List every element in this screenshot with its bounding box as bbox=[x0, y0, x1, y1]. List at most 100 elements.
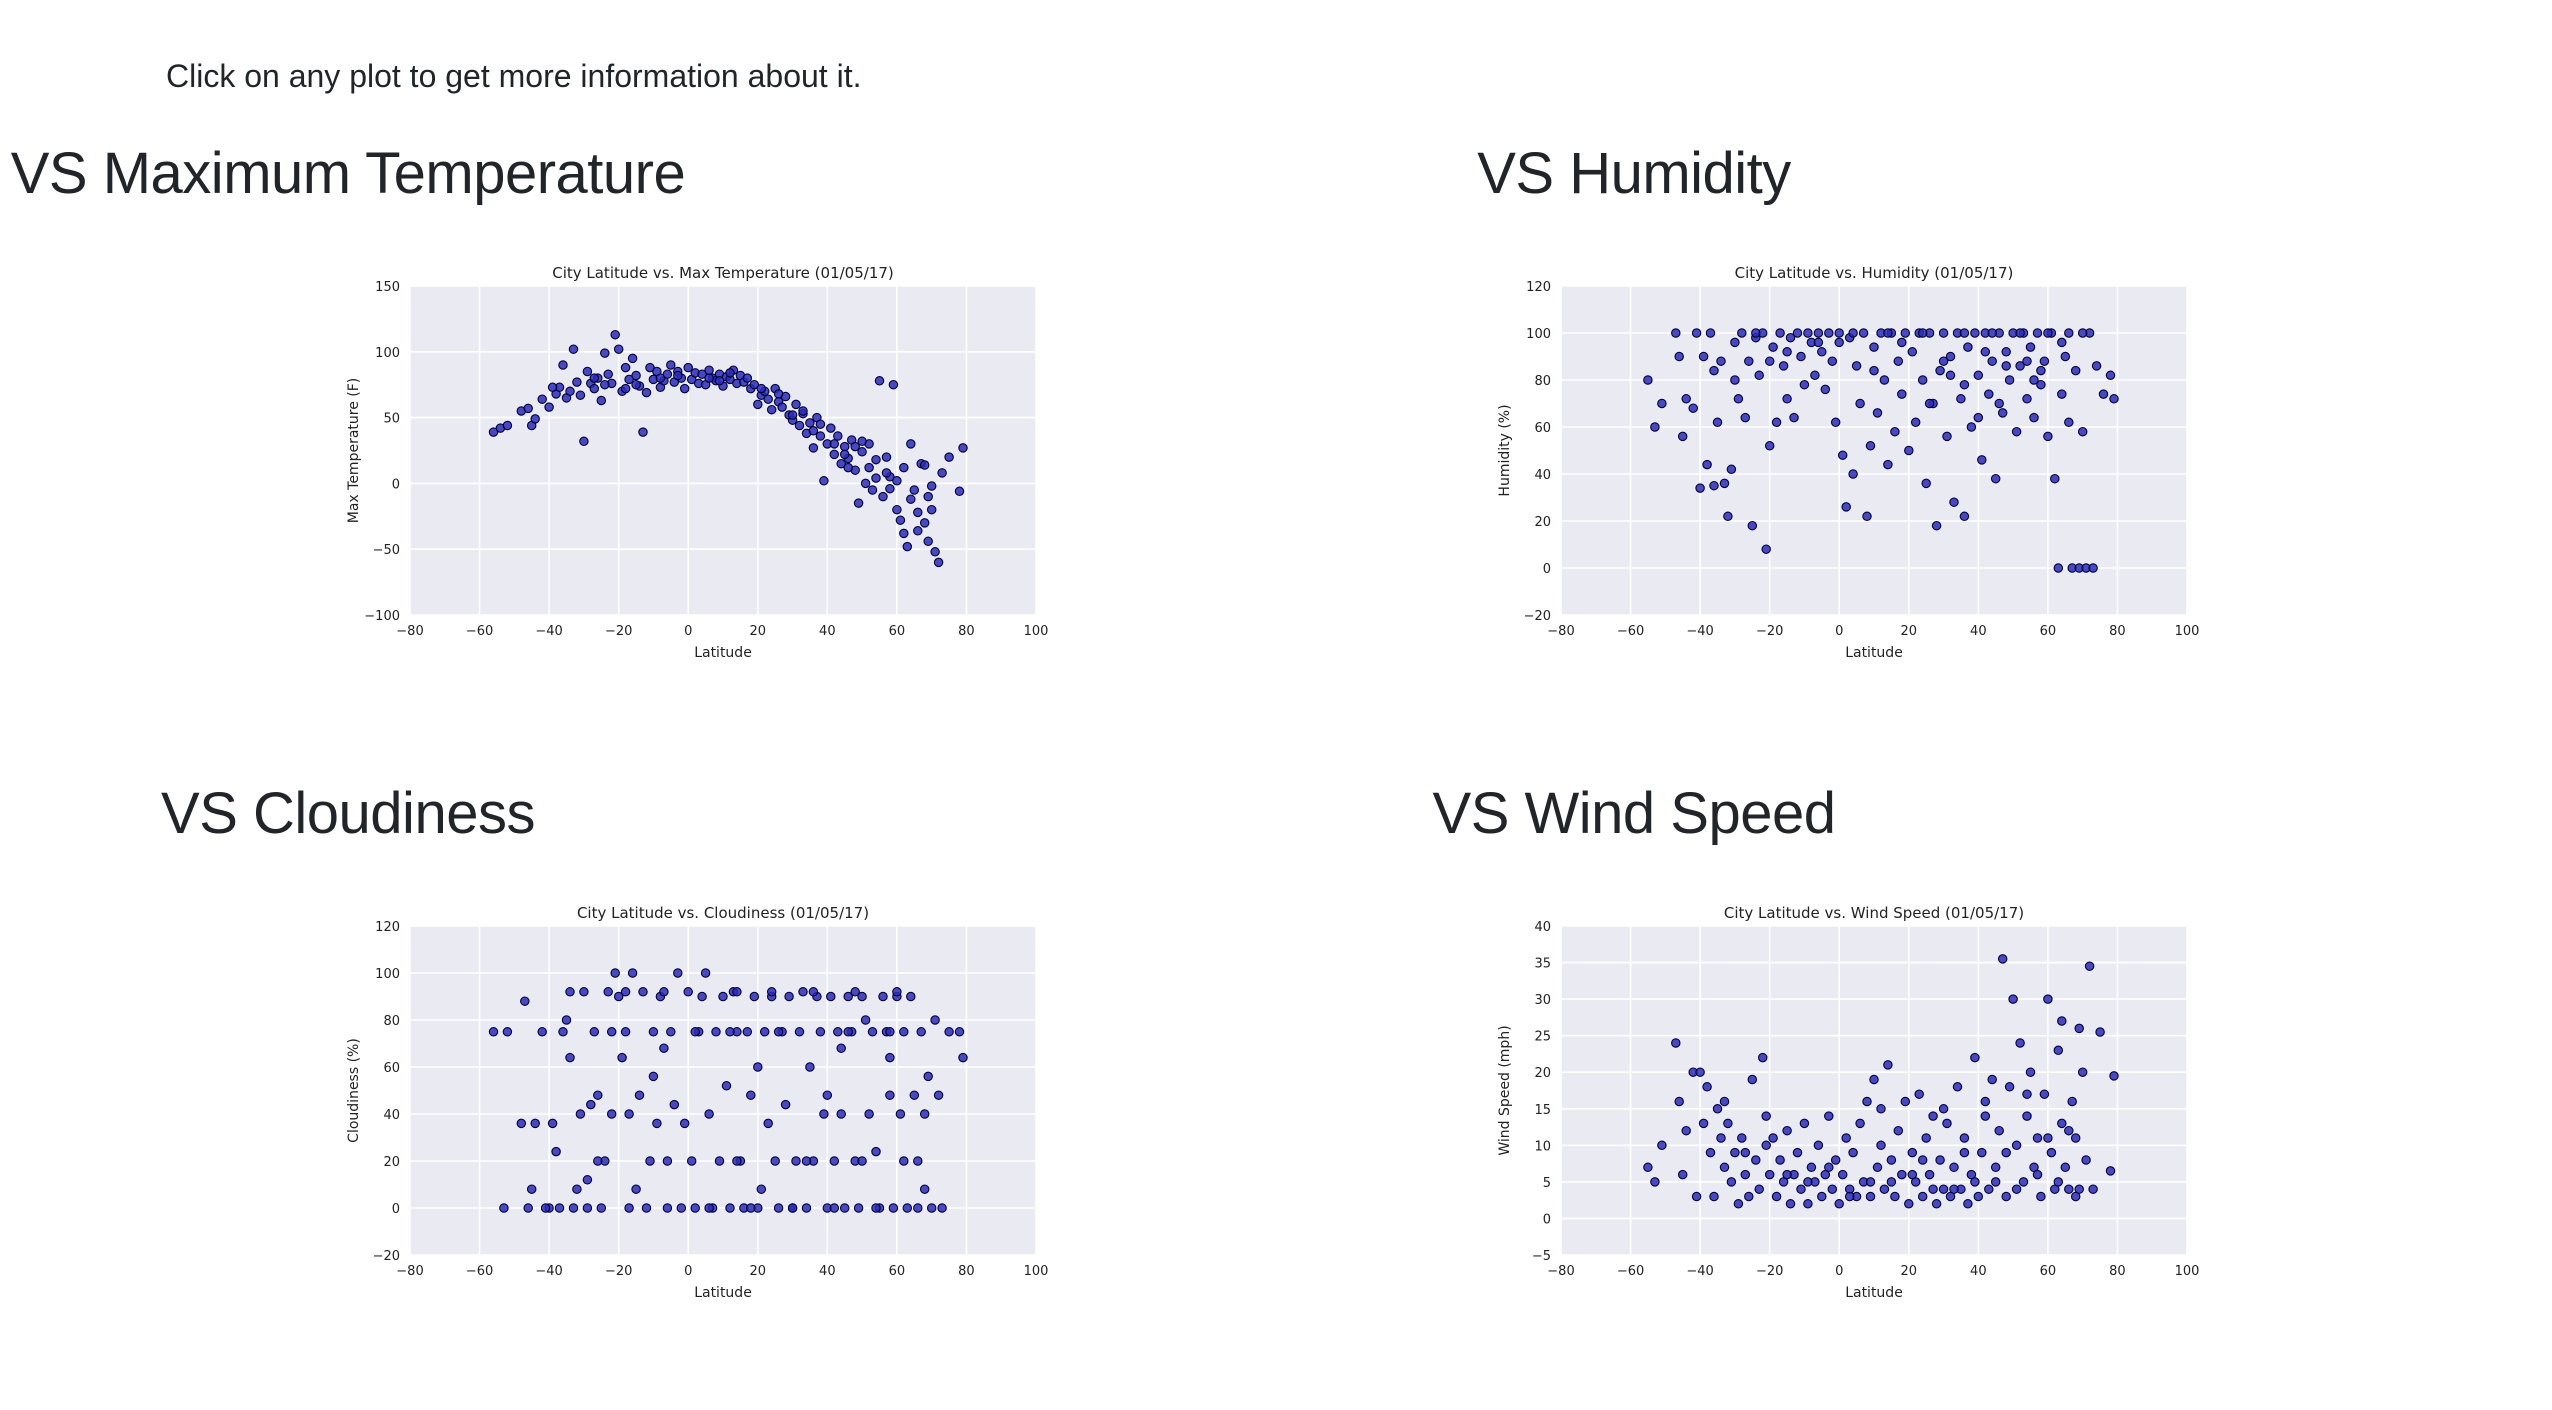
data-point bbox=[1817, 1191, 1827, 1202]
y-tick-label: 15 bbox=[1534, 1103, 1551, 1118]
data-point bbox=[1844, 1191, 1855, 1202]
data-point bbox=[1705, 1147, 1716, 1158]
y-tick-label: 80 bbox=[1534, 374, 1551, 389]
data-point bbox=[2057, 337, 2067, 348]
data-point bbox=[1830, 417, 1841, 428]
data-point bbox=[2001, 347, 2011, 357]
data-point bbox=[2004, 375, 2015, 385]
data-point bbox=[958, 443, 968, 453]
data-point bbox=[2095, 1027, 2105, 1037]
data-point bbox=[885, 1090, 895, 1100]
data-point bbox=[638, 987, 648, 997]
data-point bbox=[864, 462, 874, 473]
plot-wind-speed[interactable]: −80 −60 −40 −20 0 20 40 60 80 100 −5 0 5 10 15 20 25 30 35… bbox=[1466, 880, 2246, 1330]
data-point bbox=[909, 485, 920, 495]
data-point bbox=[826, 991, 836, 1002]
data-point bbox=[2088, 1184, 2098, 1194]
x-tick-label: −20 bbox=[605, 1264, 632, 1279]
data-point bbox=[1977, 1147, 1987, 1158]
data-point bbox=[617, 1052, 627, 1063]
data-point bbox=[833, 431, 843, 441]
data-point bbox=[1677, 1169, 1688, 1180]
data-point bbox=[1997, 954, 2008, 964]
data-point bbox=[923, 536, 933, 547]
data-point bbox=[1959, 1133, 1970, 1143]
y-tick-label: −5 bbox=[1532, 1249, 1551, 1264]
data-point bbox=[1855, 1118, 1865, 1129]
y-tick-label: 20 bbox=[383, 1155, 400, 1170]
data-point bbox=[1917, 375, 1928, 385]
data-point bbox=[1938, 1104, 1949, 1114]
data-point bbox=[1737, 1133, 1747, 1143]
y-tick-label: 5 bbox=[1543, 1176, 1551, 1191]
data-point bbox=[1970, 328, 1980, 338]
data-point bbox=[944, 452, 954, 462]
x-tick-label: 80 bbox=[958, 1264, 975, 1279]
data-point bbox=[596, 395, 607, 406]
data-point bbox=[1980, 1096, 1991, 1107]
data-point bbox=[1740, 412, 1751, 423]
data-point bbox=[1723, 511, 1733, 522]
data-point bbox=[1935, 1155, 1945, 1165]
data-point bbox=[787, 410, 798, 420]
plot-temperature[interactable]: −80 −60 −40 −20 0 20 40 60 80 100 −100 −50 0 50 100 150… bbox=[315, 240, 1095, 690]
x-tick-label: −40 bbox=[1686, 624, 1713, 639]
data-point bbox=[1928, 1184, 1938, 1194]
data-point bbox=[1921, 1133, 1931, 1143]
data-point bbox=[1952, 1082, 1963, 1092]
data-point bbox=[1754, 1184, 1764, 1194]
data-point bbox=[1768, 342, 1778, 352]
data-point bbox=[2070, 365, 2081, 376]
y-tick-label: 40 bbox=[383, 1108, 400, 1123]
data-point bbox=[892, 504, 902, 515]
data-point bbox=[756, 383, 767, 394]
data-point bbox=[839, 1203, 850, 1213]
y-tick-label: 30 bbox=[1534, 993, 1551, 1008]
y-tick-label: 40 bbox=[1534, 468, 1551, 483]
data-point bbox=[516, 1118, 527, 1129]
data-point bbox=[1730, 337, 1740, 348]
data-point bbox=[787, 1203, 798, 1213]
data-point bbox=[1702, 459, 1712, 470]
x-tick-label: 40 bbox=[819, 1264, 836, 1279]
data-point bbox=[1959, 379, 1970, 390]
data-point bbox=[1681, 1125, 1691, 1136]
y-tick-label: 50 bbox=[383, 412, 400, 427]
data-point bbox=[2015, 1038, 2025, 1048]
data-point bbox=[641, 1203, 652, 1213]
data-point bbox=[1782, 1169, 1792, 1180]
data-point bbox=[1744, 356, 1754, 366]
data-point bbox=[697, 369, 707, 379]
data-point bbox=[1751, 1155, 1761, 1165]
x-tick-label: 60 bbox=[2040, 624, 2057, 639]
x-tick-label: −60 bbox=[466, 624, 493, 639]
data-point bbox=[540, 1203, 551, 1213]
data-point bbox=[1726, 464, 1737, 475]
data-point bbox=[1799, 379, 1810, 390]
data-point bbox=[881, 468, 892, 478]
data-point bbox=[1841, 502, 1851, 512]
plot-humidity[interactable]: −80 −60 −40 −20 0 20 40 60 80 100 −20 0 20 40 60 80 100 1… bbox=[1466, 240, 2246, 690]
data-point bbox=[1910, 417, 1921, 428]
plot-cloudiness[interactable]: −80 −60 −40 −20 0 20 40 60 80 100 −20 0 20 40 60 80 100 1… bbox=[315, 880, 1095, 1330]
data-point bbox=[1813, 328, 1824, 338]
data-point bbox=[919, 518, 930, 528]
x-tick-label: 80 bbox=[2109, 1264, 2126, 1279]
y-axis-label: Max Temperature (F) bbox=[346, 378, 362, 524]
data-point bbox=[2057, 1016, 2067, 1026]
data-point bbox=[2036, 1191, 2046, 1202]
data-point bbox=[899, 1027, 909, 1037]
data-point bbox=[1883, 1060, 1893, 1070]
data-point bbox=[606, 1109, 617, 1119]
data-point bbox=[1984, 389, 1994, 399]
plot-area bbox=[410, 286, 1036, 615]
data-point bbox=[1803, 1177, 1813, 1187]
y-tick-label: 0 bbox=[1543, 562, 1551, 577]
data-point bbox=[565, 987, 575, 997]
y-tick-label: −50 bbox=[373, 543, 400, 558]
data-point bbox=[839, 449, 850, 460]
data-point bbox=[815, 419, 826, 429]
data-point bbox=[582, 366, 593, 377]
data-point bbox=[777, 402, 787, 412]
y-tick-label: 10 bbox=[1534, 1139, 1551, 1154]
